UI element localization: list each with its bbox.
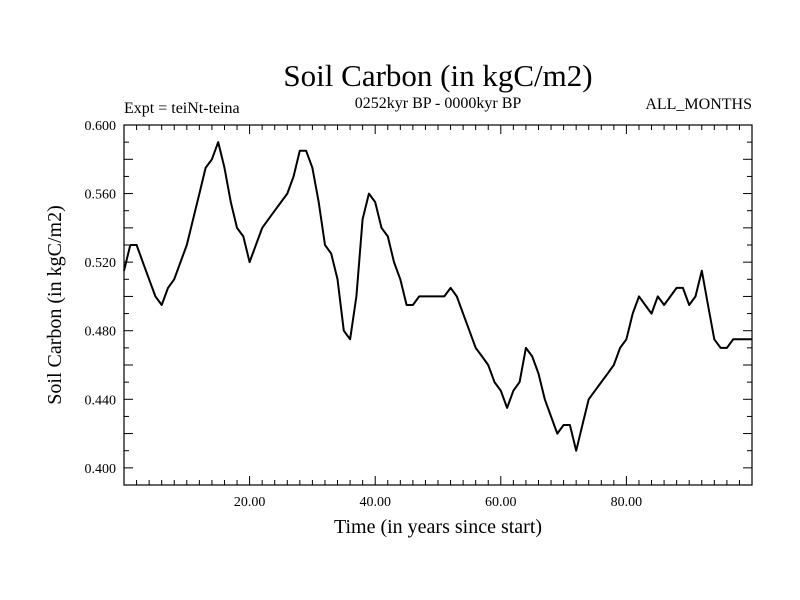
x-tick-label: 40.00 [359,495,391,510]
y-axis-label: Soil Carbon (in kgC/m2) [44,205,66,404]
experiment-label: Expt = teiNt-teina [124,100,240,117]
y-tick-label: 0.560 [85,188,117,203]
x-axis-label: Time (in years since start) [334,516,542,538]
series-group [123,141,752,452]
chart-title: Soil Carbon (in kgC/m2) [283,58,592,93]
y-tick-label: 0.480 [85,325,117,340]
x-tick-label: 20.00 [234,495,266,510]
x-tick-label: 80.00 [611,495,643,510]
series-line [123,141,752,452]
y-tick-labels: 0.400 0.440 0.480 0.520 0.560 0.600 [85,119,117,477]
plot-frame [123,124,753,486]
y-tick-label: 0.520 [85,256,117,271]
y-tick-label: 0.400 [85,462,117,477]
y-tick-label: 0.440 [85,393,117,408]
months-label: ALL_MONTHS [645,96,752,113]
y-tick-label: 0.600 [85,119,117,134]
x-tick-label: 60.00 [485,495,517,510]
axis-ticks [123,124,753,486]
x-tick-labels: 20.00 40.00 60.00 80.00 [234,495,642,510]
time-range-label: 0252kyr BP - 0000kyr BP [355,95,522,112]
